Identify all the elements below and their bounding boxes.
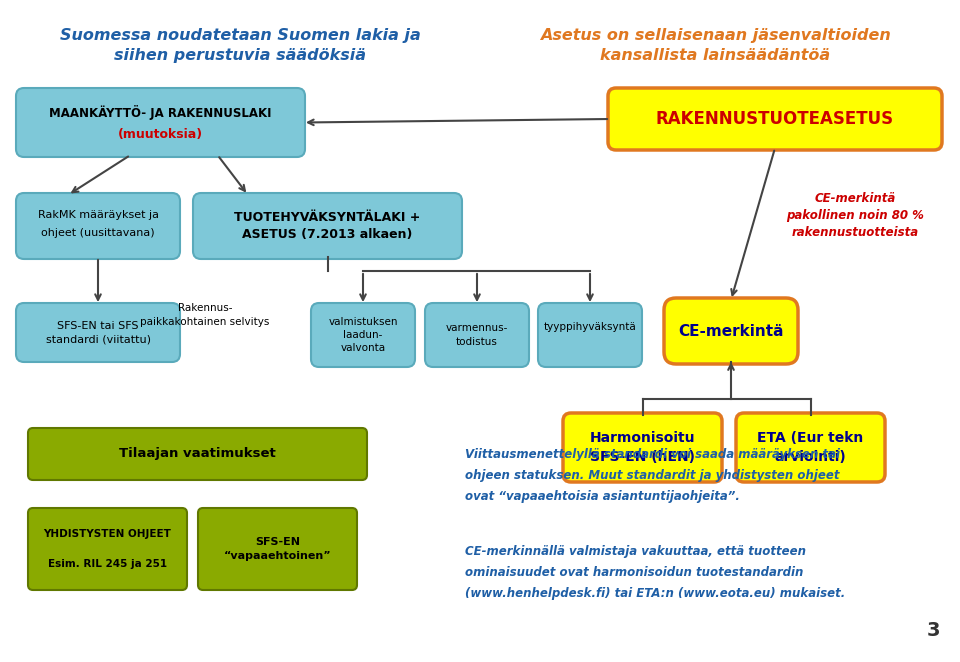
Text: Suomessa noudatetaan Suomen lakia ja
siihen perustuvia säädöksiä: Suomessa noudatetaan Suomen lakia ja sii… [60, 28, 420, 63]
Text: SFS-EN tai SFS
standardi (viitattu): SFS-EN tai SFS standardi (viitattu) [45, 321, 151, 344]
Text: Esim. RIL 245 ja 251: Esim. RIL 245 ja 251 [48, 559, 167, 569]
FancyBboxPatch shape [16, 303, 180, 362]
FancyBboxPatch shape [563, 413, 722, 482]
Text: Asetus on sellaisenaan jäsenvaltioiden
kansallista lainsäädäntöä: Asetus on sellaisenaan jäsenvaltioiden k… [540, 28, 890, 63]
FancyBboxPatch shape [28, 508, 187, 590]
Text: YHDISTYSTEN OHJEET: YHDISTYSTEN OHJEET [43, 529, 172, 539]
Text: TUOTEHYVÄKSYNTÄLAKI +
ASETUS (7.2013 alkaen): TUOTEHYVÄKSYNTÄLAKI + ASETUS (7.2013 alk… [234, 211, 420, 241]
Text: tyyppihyväksyntä: tyyppihyväksyntä [543, 322, 636, 332]
Text: CE-merkintä: CE-merkintä [679, 324, 783, 338]
FancyBboxPatch shape [538, 303, 642, 367]
Text: valmistuksen
laadun-
valvonta: valmistuksen laadun- valvonta [328, 317, 397, 354]
FancyBboxPatch shape [664, 298, 798, 364]
Text: Harmonisoitu
SFS-EN (hEN): Harmonisoitu SFS-EN (hEN) [589, 432, 695, 463]
FancyBboxPatch shape [28, 428, 367, 480]
Text: Rakennus-
paikkakohtainen selvitys: Rakennus- paikkakohtainen selvitys [140, 303, 270, 326]
FancyBboxPatch shape [311, 303, 415, 367]
Text: Viittausmenettelyllä standardi voi saada määräyksen tai
ohjeen statuksen. Muut s: Viittausmenettelyllä standardi voi saada… [465, 448, 840, 503]
FancyBboxPatch shape [193, 193, 462, 259]
Text: RakMK määräykset ja: RakMK määräykset ja [37, 210, 158, 220]
Text: Tilaajan vaatimukset: Tilaajan vaatimukset [119, 448, 276, 461]
Text: (muutoksia): (muutoksia) [118, 128, 204, 140]
Text: 3: 3 [926, 621, 940, 640]
FancyBboxPatch shape [198, 508, 357, 590]
Text: varmennus-
todistus: varmennus- todistus [445, 324, 508, 347]
Text: SFS-EN
“vapaaehtoinen”: SFS-EN “vapaaehtoinen” [224, 538, 331, 561]
Text: CE-merkintä
pakollinen noin 80 %
rakennustuotteista: CE-merkintä pakollinen noin 80 % rakennu… [786, 191, 924, 238]
Text: RAKENNUSTUOTEASETUS: RAKENNUSTUOTEASETUS [656, 110, 894, 128]
FancyBboxPatch shape [425, 303, 529, 367]
Text: ETA (Eur tekn
arviointi): ETA (Eur tekn arviointi) [757, 432, 864, 463]
Text: ohjeet (uusittavana): ohjeet (uusittavana) [41, 228, 155, 238]
FancyBboxPatch shape [608, 88, 942, 150]
FancyBboxPatch shape [16, 88, 305, 157]
FancyBboxPatch shape [16, 193, 180, 259]
FancyBboxPatch shape [736, 413, 885, 482]
Text: MAANKÄYTTÖ- JA RAKENNUSLAKI: MAANKÄYTTÖ- JA RAKENNUSLAKI [49, 105, 272, 120]
Text: CE-merkinnällä valmistaja vakuuttaa, että tuotteen
ominaisuudet ovat harmonisoid: CE-merkinnällä valmistaja vakuuttaa, ett… [465, 545, 845, 600]
